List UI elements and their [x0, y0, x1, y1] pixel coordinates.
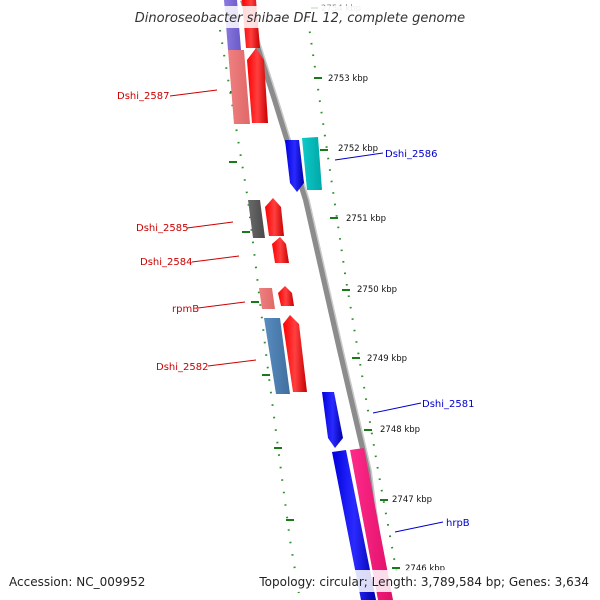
gene-arrow-dshi-2584[interactable]: [272, 237, 289, 263]
gene-block-dshi-2582[interactable]: [264, 318, 290, 394]
gene-label-dshi-2584: Dshi_2584: [140, 257, 192, 268]
gene-block-cyan[interactable]: [302, 137, 322, 190]
tick-guide-lines: [219, 19, 399, 600]
gene-block-dshi-2587[interactable]: [228, 50, 250, 124]
gene-arrow-dshi-2586[interactable]: [285, 140, 304, 192]
tick-label-2753: 2753 kbp: [328, 74, 368, 84]
tick-label-2750: 2750 kbp: [357, 285, 397, 295]
gene-arrow-dshi-2587[interactable]: [247, 48, 268, 123]
tick-label-2746: 2746 kbp: [405, 564, 445, 574]
label-leader-lines: [169, 89, 444, 533]
tick-label-2751: 2751 kbp: [346, 214, 386, 224]
gene-block-hrpb[interactable]: [350, 448, 393, 600]
gene-arrow-rpmb[interactable]: [278, 286, 294, 306]
gene-label-rpmb: rpmB: [172, 304, 199, 315]
topology-text: Topology: circular; Length: 3,789,584 bp…: [258, 575, 589, 589]
gene-label-dshi-2582: Dshi_2582: [156, 362, 208, 373]
accession-text: Accession: NC_009952: [9, 575, 145, 589]
gene-block-hrpb-blue[interactable]: [332, 450, 376, 600]
tick-label-2748: 2748 kbp: [380, 425, 420, 435]
gene-block-dshi-2585[interactable]: [248, 200, 265, 238]
gene-label-dshi-2586: Dshi_2586: [385, 149, 437, 160]
gene-features-right: [285, 137, 393, 600]
tick-label-2747: 2747 kbp: [392, 495, 432, 505]
gene-arrow-dshi-2582[interactable]: [283, 315, 307, 392]
genome-backbone-highlight: [245, 0, 389, 600]
tick-label-2752: 2752 kbp: [338, 144, 378, 154]
map-title: Dinoroseobacter shibae DFL 12, complete …: [135, 11, 465, 26]
gene-arrow-dshi-2585[interactable]: [265, 198, 284, 236]
gene-arrow-dshi-2581[interactable]: [322, 392, 343, 448]
gene-block-rpmb[interactable]: [259, 288, 275, 309]
gene-label-dshi-2581: Dshi_2581: [422, 399, 474, 410]
gene-label-dshi-2585: Dshi_2585: [136, 223, 188, 234]
tick-label-2749: 2749 kbp: [367, 354, 407, 364]
gene-label-dshi-2587: Dshi_2587: [117, 91, 169, 102]
gene-label-hrpb: hrpB: [446, 518, 470, 529]
